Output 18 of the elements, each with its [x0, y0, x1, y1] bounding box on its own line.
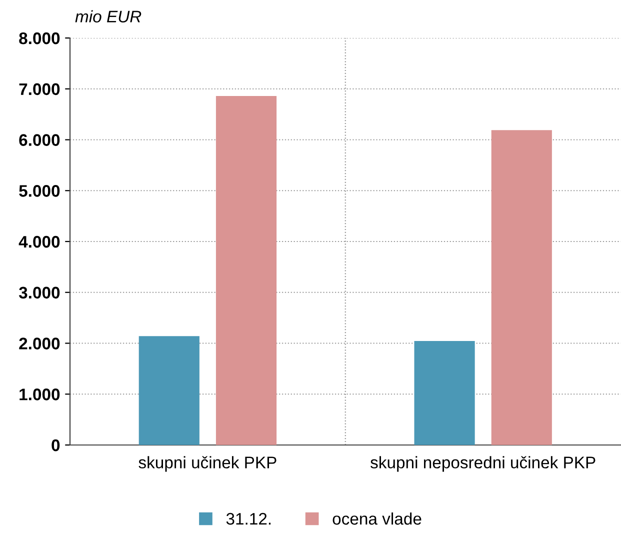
- bar: [491, 130, 552, 445]
- y-tick-label: 1.000: [20, 388, 60, 400]
- y-tick-label: 4.000: [18, 236, 60, 248]
- bar: [138, 336, 200, 445]
- y-tick-label: 6.000: [19, 134, 60, 146]
- legend-label: 31.12.: [226, 512, 271, 525]
- y-tick-label: 0: [52, 439, 60, 452]
- y-tick-label: 3.000: [18, 286, 60, 299]
- y-tick-label: 7.000: [19, 83, 60, 96]
- y-tick-label: 5.000: [19, 185, 60, 197]
- y-tick-label: 8.000: [19, 32, 60, 44]
- x-tick-label: skupni neposredni učinek PKP: [370, 456, 596, 472]
- bar: [414, 340, 475, 445]
- legend-label: ocena vlade: [332, 512, 422, 525]
- y-tick-label: 2.000: [19, 338, 60, 350]
- x-tick-label: skupni učinek PKP: [138, 456, 276, 472]
- y-axis-title: mio EUR: [75, 10, 142, 22]
- bar: [216, 96, 277, 445]
